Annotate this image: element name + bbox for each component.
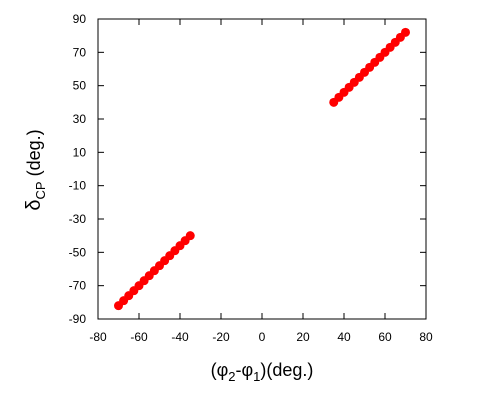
x-label-part: 2 bbox=[228, 369, 235, 384]
x-tick-label: -60 bbox=[130, 330, 148, 344]
x-tick-label: 60 bbox=[378, 330, 392, 344]
y-tick-label: 10 bbox=[73, 145, 87, 159]
x-tick-label: 80 bbox=[419, 330, 433, 344]
y-tick-label: -90 bbox=[69, 312, 87, 326]
x-label-part: -φ bbox=[235, 360, 253, 380]
y-tick-label: -30 bbox=[69, 212, 87, 226]
y-tick-label: -50 bbox=[69, 245, 87, 259]
x-label-part: )(deg.) bbox=[260, 360, 313, 380]
x-tick-label: 40 bbox=[337, 330, 351, 344]
y-tick-label: 50 bbox=[73, 79, 87, 93]
y-label-part: δ bbox=[23, 199, 45, 210]
y-label-part: CP bbox=[33, 181, 48, 199]
x-label-part: 1 bbox=[253, 369, 260, 384]
point bbox=[114, 301, 123, 311]
x-tick-label: -40 bbox=[171, 330, 189, 344]
y-tick-label: -70 bbox=[69, 279, 87, 293]
x-tick-label: -20 bbox=[212, 330, 230, 344]
y-tick-label: 90 bbox=[73, 12, 87, 26]
x-tick-label: 20 bbox=[296, 330, 310, 344]
y-tick-label: 30 bbox=[73, 112, 87, 126]
x-tick-label: 0 bbox=[259, 330, 266, 344]
y-tick-label: -10 bbox=[69, 179, 87, 193]
point bbox=[401, 27, 410, 37]
y-axis-label: δCP (deg.) bbox=[23, 129, 48, 210]
x-tick-label: -80 bbox=[89, 330, 107, 344]
y-tick-label: 70 bbox=[73, 45, 87, 59]
y-label-part: (deg.) bbox=[24, 129, 44, 181]
x-axis-label: (φ2-φ1)(deg.) bbox=[211, 360, 314, 384]
x-label-part: (φ bbox=[211, 360, 229, 380]
